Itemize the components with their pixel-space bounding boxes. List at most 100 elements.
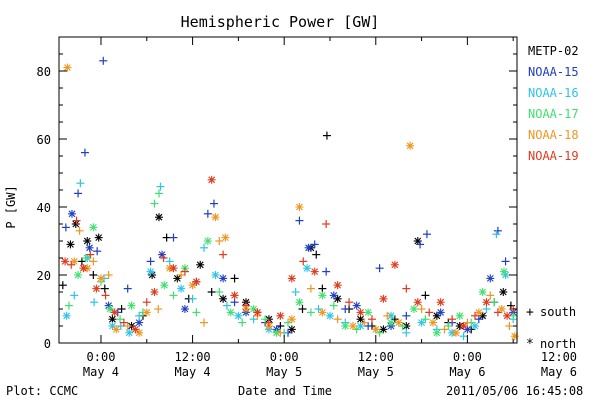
data-point xyxy=(61,257,70,266)
data-point xyxy=(429,318,438,327)
plot-frame xyxy=(58,36,518,344)
data-point xyxy=(89,223,98,232)
data-point xyxy=(497,305,506,313)
data-point xyxy=(106,305,115,313)
data-point xyxy=(154,305,163,313)
footer-credit: Plot: CCMC xyxy=(6,384,78,398)
data-point xyxy=(63,63,72,72)
data-point xyxy=(341,322,350,330)
data-point xyxy=(116,315,125,324)
x-tick-label-time: 0:00 xyxy=(453,350,482,364)
data-point xyxy=(96,274,105,283)
data-point xyxy=(451,328,460,337)
data-point xyxy=(85,243,94,252)
data-point xyxy=(471,311,480,320)
data-point xyxy=(177,271,186,279)
data-point xyxy=(333,315,342,324)
data-point xyxy=(261,315,270,324)
x-tick-label-date: May 4 xyxy=(83,365,119,379)
data-point xyxy=(500,267,509,276)
legend: METP-02 NOAA-15 NOAA-16 NOAA-17 NOAA-18 NOAA-… xyxy=(526,44,579,352)
marker-legend-symbol: * xyxy=(526,337,534,352)
data-point xyxy=(459,332,468,341)
plot-area xyxy=(58,56,519,341)
data-point xyxy=(367,315,376,324)
data-point xyxy=(455,311,464,320)
data-point xyxy=(215,288,224,296)
data-point xyxy=(501,271,510,279)
x-tick-label-time: 12:00 xyxy=(175,350,211,364)
data-point xyxy=(436,308,445,317)
data-point xyxy=(314,305,323,313)
data-point xyxy=(80,148,89,157)
data-point xyxy=(284,318,292,327)
data-point xyxy=(299,257,308,266)
data-point xyxy=(287,315,296,324)
data-point xyxy=(211,271,220,279)
data-point xyxy=(135,311,144,320)
data-point xyxy=(215,237,224,245)
legend-entry: NOAA-19 xyxy=(528,149,579,163)
data-point xyxy=(72,216,81,225)
data-point xyxy=(318,308,327,317)
data-point xyxy=(486,274,495,283)
data-point xyxy=(425,308,434,317)
data-point xyxy=(310,240,319,249)
data-point xyxy=(209,199,218,208)
marker-legend-symbol: + xyxy=(526,305,534,320)
data-point xyxy=(200,318,209,327)
data-point xyxy=(360,318,369,327)
x-tick-label-time: 0:00 xyxy=(87,350,116,364)
data-point xyxy=(160,281,169,290)
data-point xyxy=(108,322,117,330)
x-tick-label-date: May 6 xyxy=(449,365,485,379)
x-tick-label-time: 12:00 xyxy=(541,350,577,364)
data-point xyxy=(413,298,422,307)
data-point xyxy=(379,325,388,334)
data-point xyxy=(383,311,392,320)
data-point xyxy=(238,318,247,327)
y-tick-label: 20 xyxy=(37,269,51,283)
data-point xyxy=(61,223,70,232)
data-point xyxy=(192,308,201,317)
data-point xyxy=(295,203,304,211)
data-point xyxy=(459,322,468,330)
data-point xyxy=(74,189,83,198)
data-point xyxy=(471,322,480,330)
data-point xyxy=(387,318,396,327)
data-point xyxy=(156,182,165,191)
data-point xyxy=(482,305,491,313)
data-point xyxy=(364,308,373,317)
data-point xyxy=(486,291,495,300)
data-point xyxy=(192,277,201,286)
data-point xyxy=(94,233,103,242)
data-point xyxy=(146,257,155,266)
data-point xyxy=(77,257,86,266)
data-point xyxy=(150,288,159,296)
data-point xyxy=(318,284,327,293)
data-point xyxy=(131,325,140,334)
data-point xyxy=(371,325,380,334)
data-point xyxy=(101,291,110,300)
data-point xyxy=(230,291,239,300)
data-point xyxy=(154,213,163,222)
data-point xyxy=(154,189,163,198)
data-point xyxy=(352,301,361,310)
legend-entry: NOAA-16 xyxy=(528,86,579,100)
data-point xyxy=(173,274,182,283)
data-point xyxy=(398,322,407,330)
data-point xyxy=(510,332,519,341)
data-point xyxy=(93,247,102,256)
data-point xyxy=(89,271,98,279)
data-point xyxy=(295,298,304,307)
data-point xyxy=(276,311,285,320)
data-point xyxy=(375,264,384,273)
data-point xyxy=(169,264,178,273)
data-point xyxy=(432,328,441,337)
data-point xyxy=(379,294,388,303)
x-tick-label-date: May 4 xyxy=(175,365,211,379)
data-point xyxy=(310,267,319,276)
legend-entry: NOAA-18 xyxy=(528,128,579,142)
data-point xyxy=(159,254,168,262)
data-point xyxy=(100,284,109,293)
